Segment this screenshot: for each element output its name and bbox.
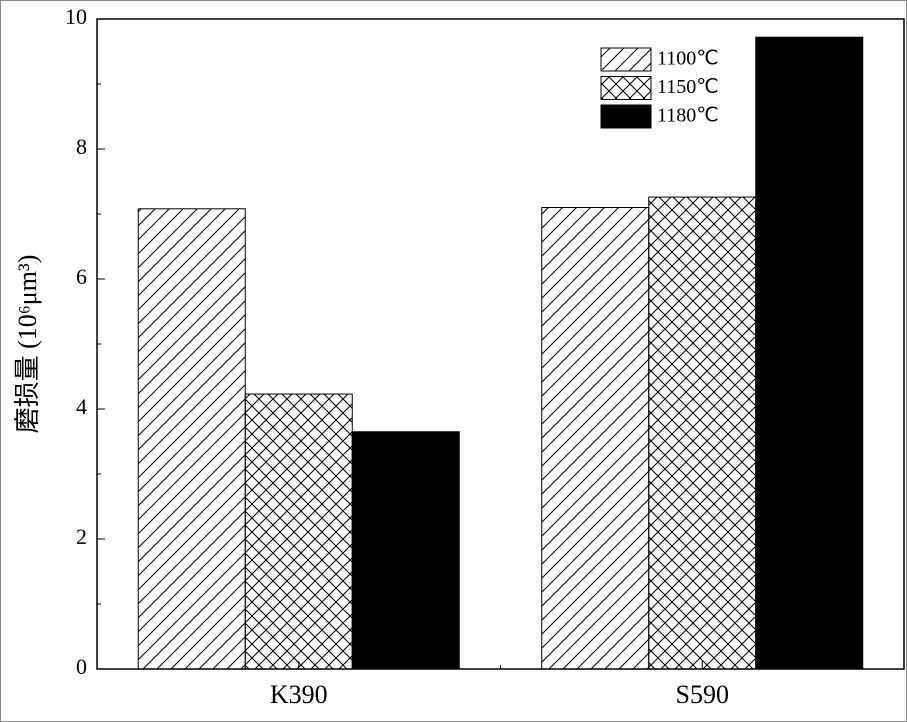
y-axis-label: 磨损量 (10⁶μm³) xyxy=(13,255,42,434)
legend-swatch xyxy=(600,47,652,72)
legend-label: 1180℃ xyxy=(657,105,719,127)
y-tick-label: 8 xyxy=(76,134,87,159)
x-tick-label: S590 xyxy=(676,680,729,709)
bar xyxy=(755,36,864,670)
bar xyxy=(541,207,650,670)
bar xyxy=(648,196,757,670)
legend-swatch xyxy=(600,76,652,100)
legend-swatch xyxy=(600,104,652,129)
bar xyxy=(137,208,246,670)
y-tick-label: 2 xyxy=(76,524,87,549)
y-tick-label: 4 xyxy=(76,394,87,419)
plot-frame xyxy=(96,18,905,670)
y-tick-label: 6 xyxy=(76,264,87,289)
y-tick-label: 0 xyxy=(76,654,87,679)
y-tick-label: 10 xyxy=(65,4,87,29)
legend-label: 1100℃ xyxy=(657,48,719,70)
bar xyxy=(351,431,460,670)
bar xyxy=(244,393,353,670)
legend-label: 1150℃ xyxy=(657,76,719,98)
x-tick-label: K390 xyxy=(270,680,328,709)
